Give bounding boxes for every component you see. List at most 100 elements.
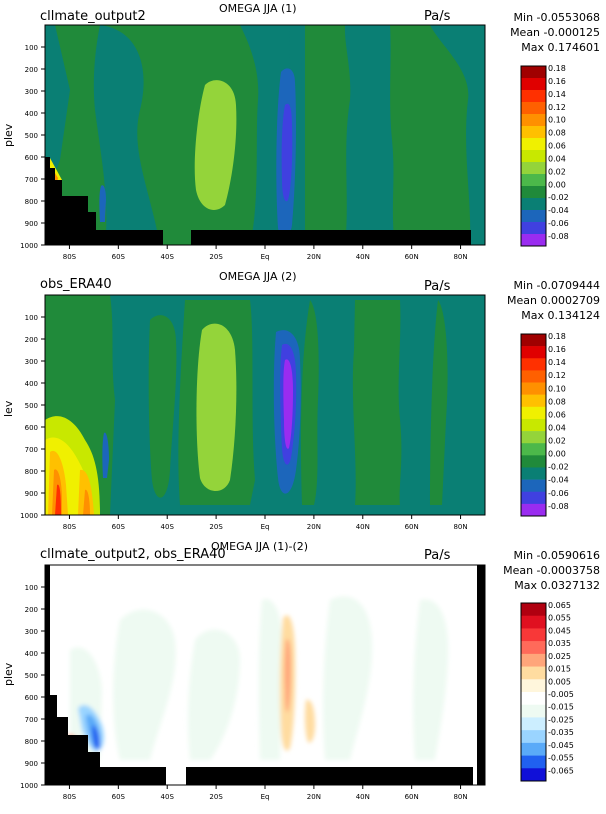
panel-1-xtick-label: 20S: [209, 253, 223, 261]
panel-1-ytick-label: 200: [25, 66, 38, 74]
panel-2-ytick-label: 700: [25, 446, 38, 454]
panel-1-colorbar-swatch: [521, 198, 546, 211]
panel-1-colorbar-swatch: [521, 138, 546, 151]
panel-3-colorbar: 0.065 0.055 0.045 0.035 0.025 0.015 0.005 -0.00…: [520, 601, 574, 782]
panel-3-colorbar-swatch: [521, 653, 546, 667]
panel-3-ytick-label: 400: [25, 650, 38, 658]
panel-1-colorbar-label: 0.04: [548, 154, 566, 163]
panel-3-stats: Min -0.0590616 Mean -0.0003758 Max 0.032…: [503, 548, 600, 593]
panel-3-colorbar-swatch: [521, 603, 546, 617]
panel-3-plot: 100 200 300 400 500 600 700 800 900 1000 80S 60S 40…: [20, 564, 574, 801]
panel-2-xaxis: 80S 60S 40S 20S Eq 20N 40N 60N 80N: [63, 515, 468, 531]
panel-1-ytick-label: 400: [25, 110, 38, 118]
panel-2-colorbar-label: 0.10: [548, 384, 566, 393]
panel-2-colorbar-label: 0.18: [548, 332, 566, 341]
panel-3-colorbar-label: 0.015: [548, 665, 571, 674]
panel-3-colorbar-label: 0.035: [548, 639, 571, 648]
panel-3-xtick-label: 80N: [453, 793, 467, 801]
panel-2-colorbar-swatch: [521, 346, 546, 359]
panel-2-stat-max: Max 0.134124: [521, 309, 600, 322]
panel-2-ytick-label: 200: [25, 336, 38, 344]
panel-3-ytick-label: 500: [25, 672, 38, 680]
panel-3-xtick-label: 40N: [356, 793, 370, 801]
panel-3-colorbar-swatch: [521, 704, 546, 718]
panel-2-yaxis: 100 200 300 400 500 600 700 800 900 1000: [20, 314, 45, 520]
panel-3-title: OMEGA JJA (1)-(2): [211, 540, 309, 553]
panel-1-colorbar-label: 0.06: [548, 142, 566, 151]
panel-3-colorbar-label: -0.045: [548, 741, 574, 750]
panel-3-colorbar-swatch: [521, 641, 546, 655]
panel-3-source: cllmate_output2, obs_ERA40: [40, 547, 226, 562]
panel-1-colorbar-swatch: [521, 234, 546, 247]
panel-1-colorbar-label: 0.08: [548, 129, 566, 138]
panel-3-colorbar-label: 0.055: [548, 614, 571, 623]
panel-2-colorbar-swatch: [521, 370, 546, 383]
panel-1-ytick-label: 700: [25, 176, 38, 184]
panel-3-colorbar-label: -0.025: [548, 715, 574, 724]
panel-1-yaxis: 100 200 300 400 500 600 700 800 900 1000: [20, 44, 45, 250]
panel-1-colorbar-swatch: [521, 126, 546, 139]
panel-3-colorbar-swatch: [521, 628, 546, 642]
panel-1-stat-mean: Mean -0.000125: [510, 26, 600, 39]
panel-1-contours: [45, 25, 485, 245]
panel-2-plot-area: [45, 295, 485, 515]
panel-3-colorbar-label: 0.065: [548, 601, 571, 610]
panel-1-ytick-label: 900: [25, 220, 38, 228]
panel-2-colorbar-swatch: [521, 334, 546, 347]
panel-1-ytick-label: 1000: [20, 242, 38, 250]
panel-2-colorbar-label: 0.08: [548, 397, 566, 406]
panel-1-ytick-label: 300: [25, 88, 38, 96]
panel-3-ytick-label: 300: [25, 628, 38, 636]
panel-3-colorbar-swatch: [521, 679, 546, 693]
panel-3-colorbar-label: -0.035: [548, 728, 574, 737]
panel-1-colorbar-label: -0.06: [548, 219, 569, 228]
panel-1-colorbar-swatch: [521, 150, 546, 163]
panel-3-units: Pa/s: [424, 548, 451, 563]
panel-2-colorbar-swatch: [521, 455, 546, 468]
panel-1-colorbar-swatch: [521, 186, 546, 199]
panel-2-colorbar-label: 0.02: [548, 437, 566, 446]
panel-1-colorbar-swatch: [521, 114, 546, 127]
panel-2-colorbar-label: -0.08: [548, 502, 569, 511]
panel-3-colorbar-label: -0.005: [548, 690, 574, 699]
panel-3-xtick-label: 80S: [63, 793, 77, 801]
panel-2-xtick-label: 40S: [161, 523, 175, 531]
panel-2-ytick-label: 500: [25, 402, 38, 410]
panel-1-xtick-label: 80S: [63, 253, 77, 261]
panel-3-ytick-label: 200: [25, 606, 38, 614]
panel-2-xtick-label: 40N: [356, 523, 370, 531]
panel-1-xtick-label: 20N: [307, 253, 321, 261]
panel-1-xtick-label: 60S: [112, 253, 126, 261]
panel-1-xtick-label: 40N: [356, 253, 370, 261]
panel-3-colorbar-label: -0.065: [548, 766, 574, 775]
panel-1-colorbar-label: 0.02: [548, 167, 566, 176]
panel-3-ytick-label: 700: [25, 716, 38, 724]
panel-2-stat-mean: Mean 0.0002709: [507, 294, 600, 307]
panel-3-topography-ridge: [186, 767, 473, 785]
panel-1-stat-min: Min -0.0553068: [513, 11, 600, 24]
panel-1-source: cllmate_output2: [40, 9, 146, 24]
panel-1-colorbar-swatch: [521, 222, 546, 235]
panel-3-colorbar-swatch: [521, 755, 546, 769]
panel-2-title: OMEGA JJA (2): [219, 270, 297, 283]
panel-3-xtick-label: 60N: [405, 793, 419, 801]
panel-1-ytick-label: 100: [25, 44, 38, 52]
panel-1-colorbar-swatch: [521, 78, 546, 91]
panel-2-colorbar-label: 0.04: [548, 423, 566, 432]
panel-1-colorbar-label: 0.12: [548, 103, 566, 112]
panel-1-colorbar-swatch: [521, 66, 546, 79]
panel-2-ytick-label: 600: [25, 424, 38, 432]
panel-3-colorbar-label: 0.045: [548, 626, 571, 635]
panel-1-colorbar-swatch: [521, 162, 546, 175]
panel-3-ytick-label: 1000: [20, 782, 38, 790]
panel-1-xtick-label: 80N: [453, 253, 467, 261]
panel-2-colorbar-label: 0.14: [548, 358, 566, 367]
panel-1-colorbar-label: 0.18: [548, 64, 566, 73]
panel-2-colorbar-swatch: [521, 358, 546, 371]
panel-2-ytick-label: 400: [25, 380, 38, 388]
panel-3-colorbar-swatch: [521, 666, 546, 680]
panel-2-xtick-label: 60S: [112, 523, 126, 531]
panel-3-colorbar-swatch: [521, 742, 546, 756]
panel-1-colorbar-swatch: [521, 102, 546, 115]
